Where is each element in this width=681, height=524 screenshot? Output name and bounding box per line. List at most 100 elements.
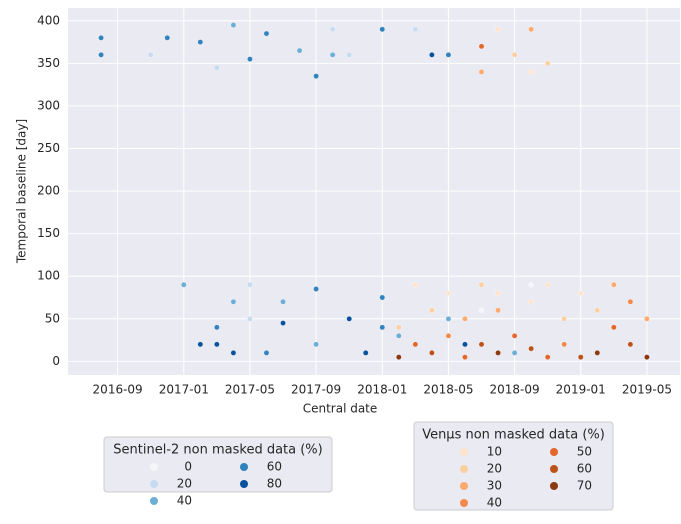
point xyxy=(644,316,650,322)
point xyxy=(578,354,584,360)
legend-label: 80 xyxy=(267,477,282,491)
point xyxy=(495,26,501,33)
point xyxy=(478,281,485,288)
legend-label: 40 xyxy=(487,496,502,510)
x-tick-label: 2017-05 xyxy=(225,383,275,397)
x-tick-label: 2019-01 xyxy=(556,383,606,397)
point xyxy=(263,350,270,356)
point xyxy=(528,281,534,288)
point xyxy=(362,350,369,356)
point xyxy=(462,316,468,322)
legend-marker xyxy=(460,465,468,473)
point xyxy=(214,324,220,331)
point xyxy=(511,333,518,339)
y-axis-label: Temporal baseline [day] xyxy=(15,119,29,264)
x-tick-label: 2016-09 xyxy=(93,383,143,397)
point xyxy=(445,333,452,339)
point xyxy=(495,350,501,356)
legend-title: Venµs non masked data (%) xyxy=(422,428,605,443)
legend-label: 60 xyxy=(577,462,592,476)
legend-label: 20 xyxy=(177,477,192,491)
point xyxy=(462,341,468,348)
point xyxy=(346,316,352,322)
point xyxy=(164,35,170,41)
point xyxy=(247,56,253,62)
legend-label: 0 xyxy=(184,460,192,474)
y-tick-label: 50 xyxy=(45,311,60,325)
point xyxy=(429,350,435,356)
point xyxy=(313,341,319,348)
point xyxy=(644,354,650,360)
point xyxy=(147,52,154,58)
point xyxy=(181,281,187,288)
point xyxy=(478,69,485,75)
legend-title: Sentinel-2 non masked data (%) xyxy=(113,443,322,458)
y-tick-label: 0 xyxy=(52,354,60,368)
point xyxy=(329,52,336,58)
point xyxy=(511,52,518,58)
point xyxy=(296,47,303,54)
legend-marker xyxy=(240,480,248,488)
point xyxy=(230,350,237,356)
x-tick-label: 2018-05 xyxy=(423,383,473,397)
x-tick-label: 2019-05 xyxy=(622,383,672,397)
point xyxy=(429,307,435,314)
point xyxy=(528,345,534,352)
point xyxy=(197,341,204,348)
point xyxy=(462,354,468,360)
point xyxy=(396,324,402,331)
point xyxy=(98,52,104,58)
point xyxy=(379,26,386,33)
point xyxy=(627,299,634,305)
point xyxy=(528,26,534,33)
point xyxy=(528,299,534,305)
point xyxy=(561,341,567,348)
legend-label: 10 xyxy=(487,445,502,459)
point xyxy=(594,350,601,356)
legend-marker xyxy=(460,482,468,490)
y-tick-label: 350 xyxy=(37,56,60,70)
x-tick-label: 2017-01 xyxy=(159,383,209,397)
point xyxy=(495,290,501,297)
point xyxy=(230,22,237,28)
legend-label: 60 xyxy=(267,460,282,474)
point xyxy=(214,341,220,348)
legend-marker xyxy=(550,448,558,456)
point xyxy=(594,307,601,314)
point xyxy=(627,341,634,348)
point xyxy=(528,69,534,75)
point xyxy=(280,320,286,326)
point xyxy=(396,333,402,339)
y-tick-label: 300 xyxy=(37,98,60,112)
legend-marker xyxy=(150,497,158,505)
point xyxy=(197,39,204,45)
x-tick-label: 2017-09 xyxy=(291,383,341,397)
legend-label: 50 xyxy=(577,445,592,459)
point xyxy=(214,64,220,71)
point xyxy=(611,281,617,288)
point xyxy=(445,316,452,322)
point xyxy=(247,316,253,322)
legend-marker xyxy=(150,463,158,471)
point xyxy=(478,341,485,348)
legend-marker xyxy=(550,482,558,490)
point xyxy=(412,341,419,348)
y-tick-label: 400 xyxy=(37,13,60,27)
point xyxy=(396,354,402,360)
legend-label: 20 xyxy=(487,462,502,476)
point xyxy=(429,52,435,58)
x-axis-label: Central date xyxy=(303,402,378,416)
point xyxy=(611,324,617,331)
point xyxy=(280,299,286,305)
point xyxy=(445,290,452,297)
point xyxy=(98,35,104,41)
point xyxy=(313,73,319,79)
legend-marker xyxy=(240,463,248,471)
point xyxy=(346,52,352,58)
legend-label: 70 xyxy=(577,479,592,493)
point xyxy=(263,30,270,37)
point xyxy=(511,350,518,356)
point xyxy=(230,299,237,305)
point xyxy=(379,294,386,301)
